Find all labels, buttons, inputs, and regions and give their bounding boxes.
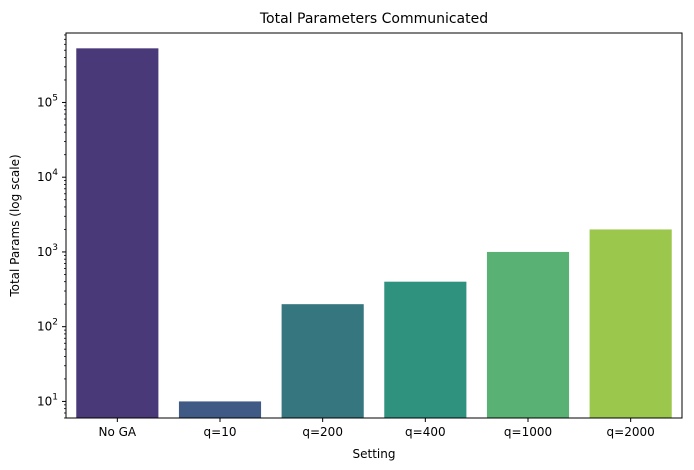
bar-q-10 (178, 401, 262, 418)
x-axis-label: Setting (353, 447, 396, 461)
y-tick-exponent: 5 (52, 93, 58, 103)
y-tick-base: 10 (37, 394, 52, 408)
bar-q-200 (281, 304, 364, 418)
bar-q-400 (384, 281, 467, 418)
y-tick-label: 103 (37, 243, 58, 259)
y-tick-label: 104 (37, 168, 58, 184)
y-tick-base: 10 (37, 170, 52, 184)
bar-no-ga (76, 48, 159, 419)
y-tick-label: 102 (37, 318, 58, 334)
y-tick-base: 10 (37, 245, 52, 259)
y-tick-exponent: 2 (52, 318, 58, 328)
y-tick-base: 10 (37, 320, 52, 334)
x-axis: No GA q=10 q=200 q=400 q=1000 q=2000 (99, 418, 655, 439)
y-tick-label: 105 (37, 93, 58, 109)
y-tick-base: 10 (37, 95, 52, 109)
bar-q-2000 (589, 229, 672, 418)
y-tick-exponent: 1 (52, 392, 58, 402)
x-tick-label: q=200 (302, 425, 343, 439)
y-tick-exponent: 3 (52, 243, 58, 253)
bars-group (76, 48, 672, 419)
plot-frame (65, 32, 683, 419)
x-tick-label: q=2000 (607, 425, 655, 439)
x-tick-label: q=400 (405, 425, 446, 439)
x-tick-label: No GA (99, 425, 137, 439)
y-tick-exponent: 4 (52, 168, 58, 178)
bar-q-1000 (486, 251, 570, 418)
y-axis-label: Total Params (log scale) (8, 154, 22, 297)
x-tick-label: q=1000 (504, 425, 552, 439)
x-tick-label: q=10 (204, 425, 237, 439)
y-tick-label: 101 (37, 392, 58, 408)
chart-title: Total Parameters Communicated (259, 11, 488, 27)
